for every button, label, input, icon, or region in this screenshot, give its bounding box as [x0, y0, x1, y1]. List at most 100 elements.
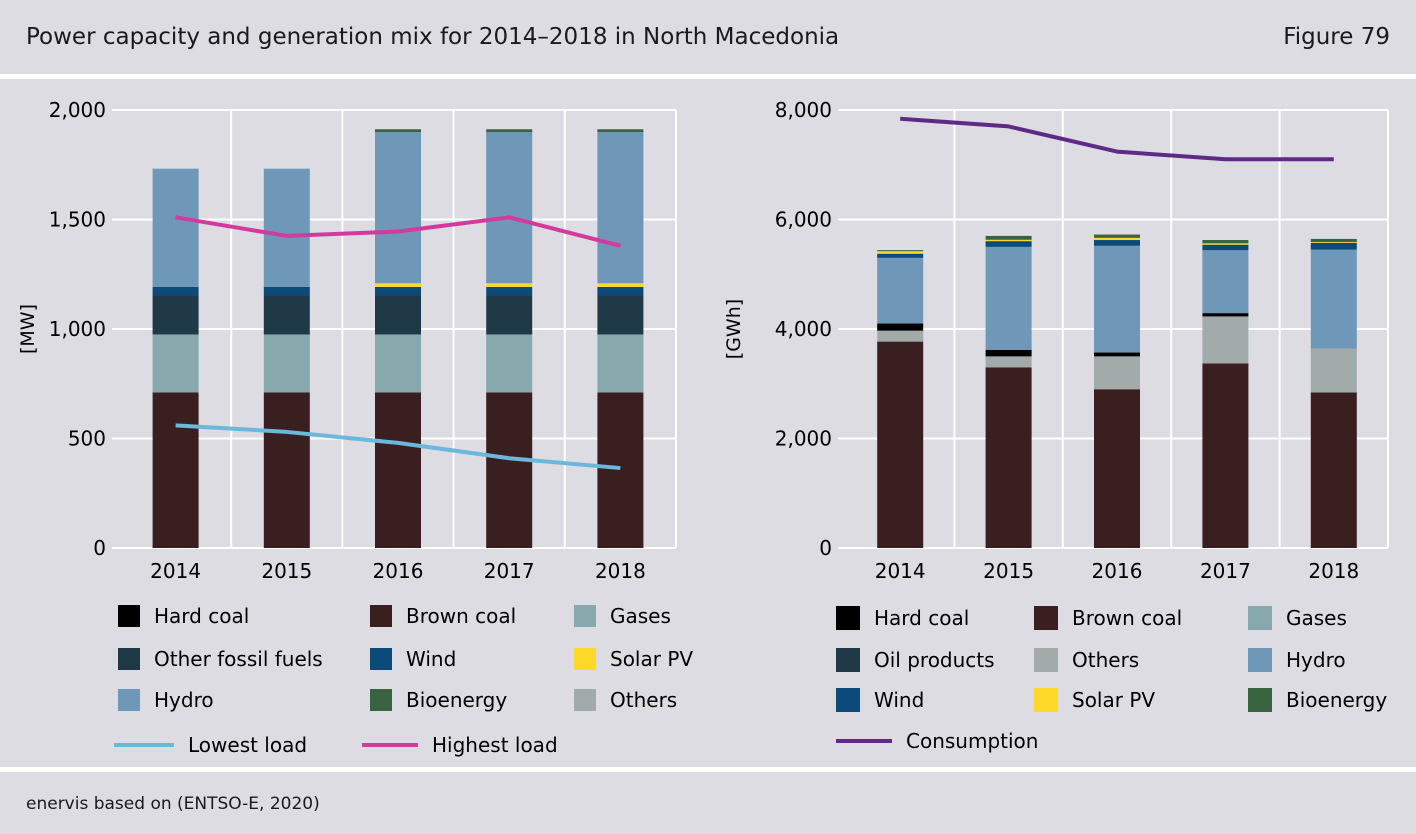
chart2-bar-hydro-2014 — [877, 257, 924, 324]
chart1-ytick-label: 0 — [93, 536, 106, 560]
chart2-ytick-label: 2,000 — [775, 427, 832, 451]
chart2-ytick-label: 8,000 — [775, 98, 832, 122]
chart1-bar-bioenergy-2017 — [486, 129, 533, 133]
chart2-bar-brown-coal-2014 — [877, 341, 924, 548]
chart1-line-highest-load — [175, 215, 621, 248]
chart1-bar-hydro-2015 — [263, 168, 310, 287]
figure-number: Figure 79 — [1283, 24, 1390, 50]
chart2-bar-others-2018 — [1310, 348, 1357, 393]
chart2-legend-swatch — [1248, 648, 1272, 672]
figure-title: Power capacity and generation mix for 20… — [26, 24, 840, 50]
chart1-legend-swatch — [118, 605, 140, 627]
chart2-legend-swatch — [836, 688, 860, 712]
chart2-legend-swatch — [1034, 606, 1058, 630]
chart1-bar-bioenergy-2018 — [597, 129, 644, 133]
chart2-bar-brown-coal-2015 — [985, 367, 1032, 548]
chart1-bar-hydro-2018 — [597, 132, 644, 284]
chart2-legend-label: Brown coal — [1072, 606, 1182, 630]
chart1-bar-wind-2017 — [486, 286, 533, 296]
chart1-legend-swatch — [574, 648, 596, 670]
chart1-bar-solar-pv-2018 — [597, 283, 644, 287]
chart2-bar-bioenergy-2016 — [1094, 234, 1140, 238]
chart2-legend-swatch — [1034, 688, 1058, 712]
chart2-bar-wind-2018 — [1310, 242, 1357, 250]
chart1-bar-solar-pv-2016 — [375, 283, 421, 287]
chart2-legend-label: Gases — [1286, 606, 1347, 630]
footer-divider — [0, 767, 1416, 772]
chart2-xtick-label: 2015 — [983, 559, 1034, 583]
chart2-ytick-label: 6,000 — [775, 208, 832, 232]
chart1-legend-label: Gases — [610, 604, 671, 628]
chart2-legend-label: Oil products — [874, 648, 995, 672]
chart1-bar-gases-2017 — [486, 334, 533, 393]
chart2-legend-label: Hard coal — [874, 606, 969, 630]
chart2-xtick-label: 2016 — [1092, 559, 1143, 583]
chart2-bar-wind-2016 — [1094, 240, 1140, 246]
chart1-bar-wind-2018 — [597, 286, 644, 296]
chart2-legend-swatch — [1034, 648, 1058, 672]
chart2-bar-wind-2015 — [985, 241, 1032, 247]
chart1-xtick-label: 2015 — [261, 559, 312, 583]
chart2-xtick-label: 2014 — [875, 559, 926, 583]
chart2-legend-label: Hydro — [1286, 648, 1346, 672]
chart1-ytick-label: 2,000 — [49, 98, 106, 122]
chart1-bar-other-fossil-fuels-2014 — [152, 295, 199, 335]
chart2-xtick-label: 2017 — [1200, 559, 1251, 583]
chart1-xtick-label: 2014 — [150, 559, 201, 583]
header-divider — [0, 74, 1416, 79]
source-note: enervis based on (ENTSO-E, 2020) — [26, 794, 320, 814]
chart2-bar-bioenergy-2014 — [877, 250, 924, 252]
chart2-bar-brown-coal-2016 — [1094, 389, 1140, 548]
chart1-bar-other-fossil-fuels-2018 — [597, 295, 644, 335]
chart2-bar-hard-coal-2017 — [1202, 313, 1249, 317]
chart1-bar-gases-2015 — [263, 334, 310, 393]
chart2-bar-others-2017 — [1202, 316, 1249, 364]
chart1-bar-wind-2016 — [375, 286, 421, 296]
chart1-bar-hydro-2014 — [152, 168, 199, 287]
chart2-legend-swatch — [1248, 606, 1272, 630]
chart1-xtick-label: 2016 — [373, 559, 424, 583]
chart1-bar-solar-pv-2017 — [486, 283, 533, 287]
chart2-legend-swatch — [836, 606, 860, 630]
chart2-bar-solar-pv-2017 — [1202, 243, 1249, 245]
chart1-ytick-label: 1,500 — [49, 208, 106, 232]
chart2-bar-others-2015 — [985, 356, 1032, 368]
chart2-bar-hydro-2018 — [1310, 249, 1357, 349]
chart2-bar-wind-2017 — [1202, 244, 1249, 251]
chart1-bar-bioenergy-2016 — [375, 129, 421, 133]
chart1-bar-gases-2014 — [152, 334, 199, 393]
chart2-xtick-label: 2018 — [1308, 559, 1359, 583]
chart1-bar-other-fossil-fuels-2015 — [263, 295, 310, 335]
chart2-bar-hydro-2015 — [985, 246, 1032, 350]
chart2-legend-swatch — [1248, 688, 1272, 712]
chart2-ytick-label: 0 — [819, 536, 832, 560]
chart1-bar-hydro-2016 — [375, 132, 421, 284]
chart2-legend-line-label: Consumption — [906, 729, 1038, 753]
chart2-bar-bioenergy-2015 — [985, 235, 1032, 240]
chart2-bar-hydro-2016 — [1094, 245, 1140, 353]
chart1-bar-brown-coal-2017 — [486, 392, 533, 548]
chart1-legend-line-label: Highest load — [432, 733, 558, 757]
chart2-legend-label: Bioenergy — [1286, 688, 1387, 712]
chart1-xtick-label: 2018 — [595, 559, 646, 583]
chart1-bar-brown-coal-2015 — [263, 392, 310, 548]
chart1-xtick-label: 2017 — [484, 559, 535, 583]
chart2-line-consumption — [900, 116, 1334, 162]
chart1-legend-line-label: Lowest load — [188, 733, 307, 757]
chart2-bar-hard-coal-2015 — [985, 349, 1032, 357]
chart1-legend-label: Brown coal — [406, 604, 516, 628]
chart2-bar-solar-pv-2015 — [985, 239, 1032, 242]
chart1-legend-label: Solar PV — [610, 647, 693, 671]
chart1-ytick-label: 500 — [68, 427, 106, 451]
chart2-bar-others-2014 — [877, 330, 924, 342]
chart2-bar-hard-coal-2016 — [1094, 352, 1140, 357]
figure-header: Power capacity and generation mix for 20… — [0, 0, 1416, 74]
chart1-bar-wind-2014 — [152, 286, 199, 296]
chart2-bar-solar-pv-2018 — [1310, 241, 1357, 243]
chart2-bar-brown-coal-2018 — [1310, 392, 1357, 548]
chart1-bar-other-fossil-fuels-2016 — [375, 295, 421, 335]
chart1-bar-brown-coal-2014 — [152, 392, 199, 548]
chart1-legend-label: Hydro — [154, 688, 214, 712]
chart1-legend-swatch — [370, 689, 392, 711]
